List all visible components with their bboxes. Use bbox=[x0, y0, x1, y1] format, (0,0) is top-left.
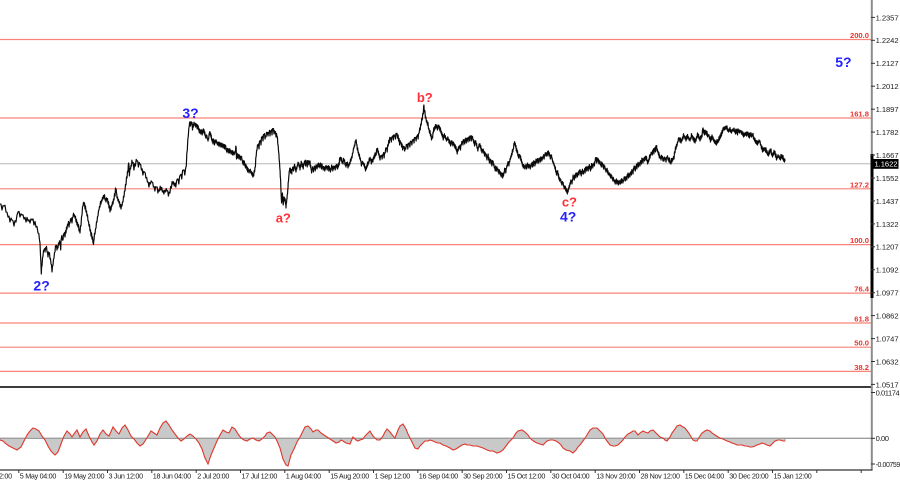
svg-text:1.1437: 1.1437 bbox=[876, 197, 899, 206]
svg-text:1.0517: 1.0517 bbox=[876, 380, 899, 389]
svg-text:1.1207: 1.1207 bbox=[876, 243, 899, 252]
svg-text:16 Sep 04:00: 16 Sep 04:00 bbox=[419, 472, 458, 481]
svg-text:1.1897: 1.1897 bbox=[876, 105, 899, 114]
svg-text:15 Aug 20:00: 15 Aug 20:00 bbox=[330, 472, 369, 481]
svg-text:c?: c? bbox=[562, 195, 577, 210]
svg-text:30 Oct 04:00: 30 Oct 04:00 bbox=[552, 472, 590, 481]
svg-text:13 Nov 20:00: 13 Nov 20:00 bbox=[596, 472, 635, 481]
svg-text:127.2: 127.2 bbox=[850, 180, 869, 189]
svg-text:-0.00759: -0.00759 bbox=[876, 460, 900, 469]
svg-text:1.0747: 1.0747 bbox=[876, 335, 899, 344]
svg-text:0.00: 0.00 bbox=[876, 434, 889, 443]
svg-text:18 Jun 04:00: 18 Jun 04:00 bbox=[153, 472, 191, 481]
svg-text:19 May 20:00: 19 May 20:00 bbox=[64, 472, 104, 481]
svg-text:15 Dec 04:00: 15 Dec 04:00 bbox=[685, 472, 724, 481]
svg-text:76.4: 76.4 bbox=[854, 285, 870, 294]
svg-text:28 Nov 12:00: 28 Nov 12:00 bbox=[641, 472, 680, 481]
svg-text:3?: 3? bbox=[182, 105, 198, 121]
svg-text:0.01174: 0.01174 bbox=[876, 388, 900, 397]
svg-text:200.0: 200.0 bbox=[850, 31, 869, 40]
svg-text:1.2357: 1.2357 bbox=[876, 13, 899, 22]
svg-text:50.0: 50.0 bbox=[854, 339, 869, 348]
svg-text:1.2127: 1.2127 bbox=[876, 59, 899, 68]
svg-text:17 Jul 12:00: 17 Jul 12:00 bbox=[242, 472, 278, 481]
svg-text:3 Jun 12:00: 3 Jun 12:00 bbox=[109, 472, 144, 481]
svg-text:1.1322: 1.1322 bbox=[876, 220, 899, 229]
svg-text:161.8: 161.8 bbox=[850, 110, 869, 119]
svg-text:15 Oct 12:00: 15 Oct 12:00 bbox=[508, 472, 546, 481]
svg-text:1 Aug 04:00: 1 Aug 04:00 bbox=[286, 472, 321, 481]
svg-text:1.1092: 1.1092 bbox=[876, 266, 899, 275]
svg-text:b?: b? bbox=[417, 90, 433, 105]
svg-text:2:00: 2:00 bbox=[0, 472, 12, 481]
svg-text:38.2: 38.2 bbox=[854, 363, 869, 372]
svg-text:a?: a? bbox=[276, 211, 291, 226]
svg-text:4?: 4? bbox=[560, 209, 576, 225]
svg-text:5 May 04:00: 5 May 04:00 bbox=[20, 472, 57, 481]
svg-text:1.1782: 1.1782 bbox=[876, 128, 899, 137]
svg-text:2 Jul 20:00: 2 Jul 20:00 bbox=[197, 472, 229, 481]
svg-text:1.1667: 1.1667 bbox=[876, 151, 899, 160]
svg-text:15 Jan 12:00: 15 Jan 12:00 bbox=[774, 472, 812, 481]
svg-text:2?: 2? bbox=[33, 278, 49, 294]
svg-text:1.0862: 1.0862 bbox=[876, 312, 899, 321]
svg-text:1 Sep 12:00: 1 Sep 12:00 bbox=[375, 472, 411, 481]
svg-text:1.1622: 1.1622 bbox=[875, 160, 898, 169]
svg-text:30 Sep 20:00: 30 Sep 20:00 bbox=[463, 472, 502, 481]
svg-text:30 Dec 20:00: 30 Dec 20:00 bbox=[729, 472, 768, 481]
svg-text:61.8: 61.8 bbox=[854, 315, 869, 324]
svg-text:1.2242: 1.2242 bbox=[876, 36, 899, 45]
svg-text:5?: 5? bbox=[835, 54, 851, 70]
svg-text:1.0977: 1.0977 bbox=[876, 289, 899, 298]
svg-text:100.0: 100.0 bbox=[850, 236, 869, 245]
svg-text:1.1552: 1.1552 bbox=[876, 174, 899, 183]
svg-text:1.0632: 1.0632 bbox=[876, 357, 899, 366]
svg-text:1.2012: 1.2012 bbox=[876, 82, 899, 91]
